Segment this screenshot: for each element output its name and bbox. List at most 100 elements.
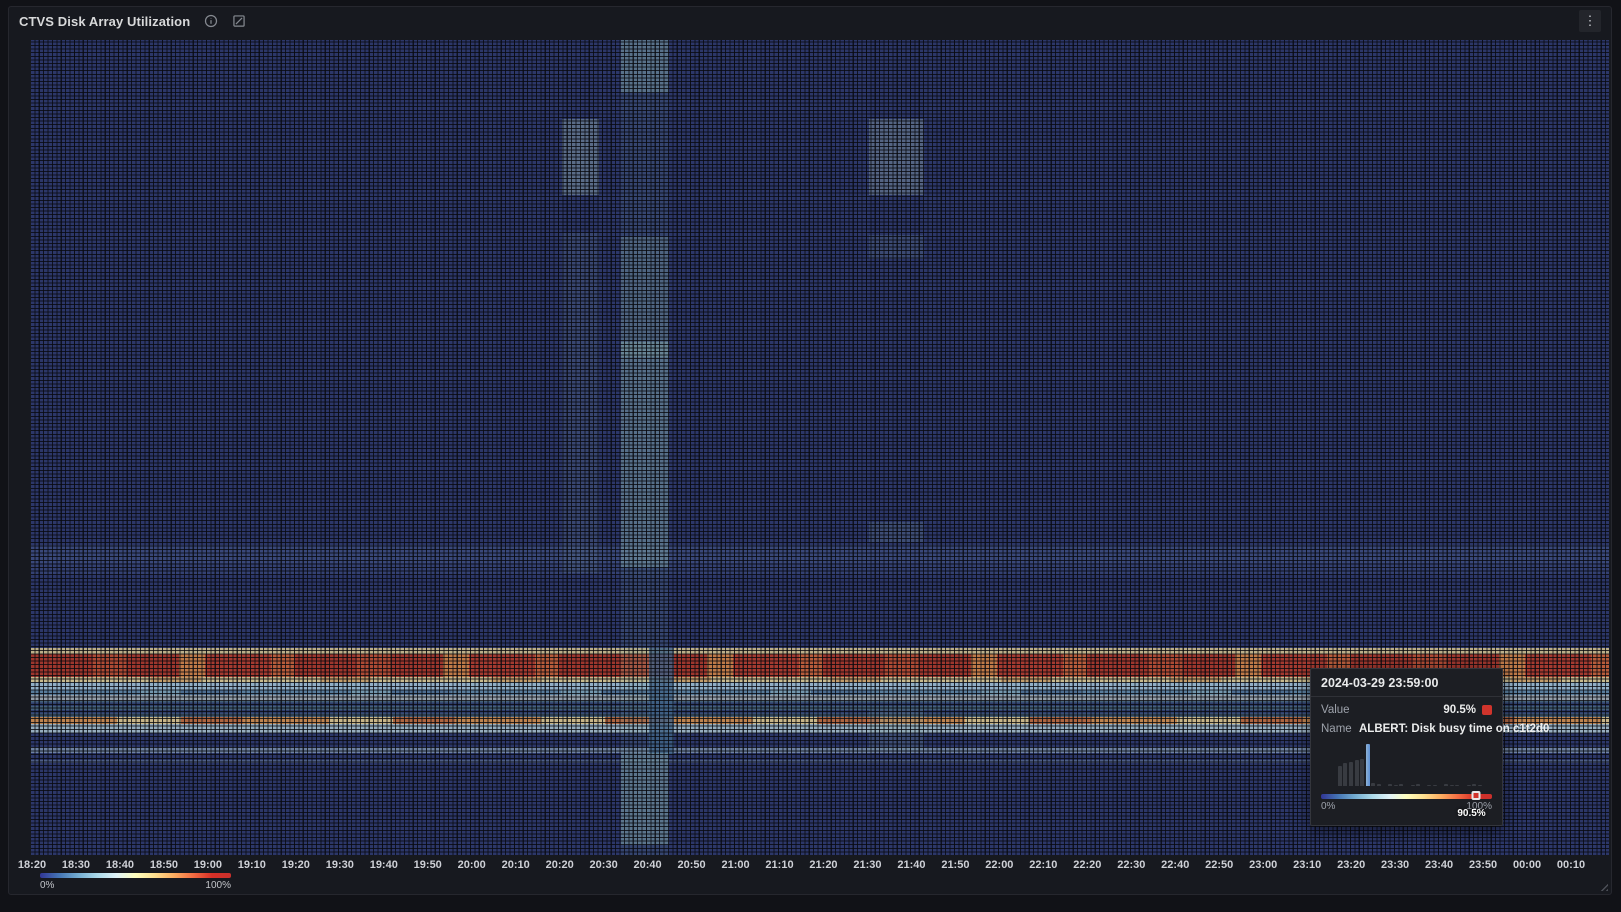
tooltip-name-row: Name ALBERT: Disk busy time on c1t2d0	[1321, 723, 1549, 735]
heatmap-row-band	[31, 654, 1609, 677]
heatmap-plot[interactable]	[31, 40, 1609, 855]
x-axis-label: 23:30	[1381, 859, 1410, 871]
heatmap-row-band	[31, 544, 1609, 563]
x-axis-label: 22:10	[1029, 859, 1058, 871]
tooltip-histogram	[1321, 742, 1492, 786]
series-color-swatch	[1482, 705, 1492, 715]
tooltip-scale-current: 90.5%	[1457, 808, 1486, 819]
x-axis-label: 21:40	[897, 859, 926, 871]
histogram-bar	[1399, 784, 1404, 786]
x-axis-label: 22:40	[1161, 859, 1190, 871]
x-axis-label: 20:20	[545, 859, 574, 871]
x-axis-label: 18:50	[149, 859, 178, 871]
heatmap-row-band	[31, 759, 1609, 763]
x-axis-label: 22:50	[1205, 859, 1234, 871]
heatmap-column-band	[869, 119, 924, 195]
tooltip-value-label: Value	[1321, 704, 1350, 716]
heatmap-column-band	[621, 753, 669, 846]
histogram-bar	[1416, 784, 1421, 786]
x-axis-label: 19:10	[237, 859, 266, 871]
x-axis-label: 21:20	[809, 859, 838, 871]
x-axis-label: 23:10	[1293, 859, 1322, 871]
heatmap-bands	[31, 40, 1609, 855]
x-axis-label: 20:10	[501, 859, 530, 871]
heatmap-column-band	[561, 119, 599, 195]
panel-menu-button[interactable]: ⋮	[1579, 10, 1601, 32]
histogram-bar	[1393, 785, 1398, 786]
x-axis-label: 19:40	[369, 859, 398, 871]
x-axis-label: 19:20	[281, 859, 310, 871]
x-axis-label: 23:50	[1468, 859, 1498, 871]
heatmap-column-band	[869, 521, 924, 543]
x-axis-label: 20:00	[457, 859, 486, 871]
heatmap-row-band	[31, 689, 1609, 695]
tooltip-value-row: Value 90.5%	[1321, 704, 1492, 716]
histogram-bar	[1410, 785, 1415, 786]
heatmap-row-band	[31, 724, 1609, 733]
heatmap-row-band	[31, 647, 1609, 654]
x-axis-label: 21:00	[721, 859, 750, 871]
x-axis: 18:20 18:30 18:40 18:50 19:00 19:10 19:20 19:30…	[18, 859, 1609, 873]
x-axis-label: 22:20	[1073, 859, 1102, 871]
histogram-bar	[1349, 762, 1353, 786]
heatmap-row-band	[31, 562, 1609, 575]
tooltip-timestamp: 2024-03-29 23:59:00	[1311, 669, 1502, 697]
histogram-bar	[1472, 784, 1477, 786]
x-axis-label: 19:50	[413, 859, 442, 871]
heatmap-row-band	[31, 677, 1609, 682]
heatmap-column-band	[869, 234, 924, 260]
panel-title: CTVS Disk Array Utilization	[19, 13, 191, 29]
hover-tooltip: 2024-03-29 23:59:00 Value 90.5% Name ALB…	[1310, 668, 1549, 826]
heatmap-row-band	[31, 747, 1609, 753]
edit-icon[interactable]	[232, 14, 246, 28]
x-axis-label: 22:30	[1117, 859, 1146, 871]
heatmap-column-band	[648, 647, 674, 754]
histogram-bar	[1455, 785, 1460, 786]
histogram-bar	[1466, 785, 1471, 786]
histogram-highlight-bar	[1365, 744, 1370, 786]
grafana-panel: CTVS Disk Array Utilization ⋮ 18:20 18:30…	[8, 6, 1612, 895]
histogram-bar	[1477, 785, 1482, 786]
x-axis-label: 21:30	[853, 859, 882, 871]
x-axis-label: 21:10	[765, 859, 794, 871]
x-axis-label: 19:30	[325, 859, 354, 871]
x-axis-label: 23:40	[1425, 859, 1454, 871]
panel-resize-handle[interactable]	[1598, 881, 1608, 891]
x-axis-label: 18:30	[61, 859, 91, 871]
histogram-bar	[1388, 784, 1393, 786]
heatmap-column-band	[621, 342, 669, 568]
histogram-bar	[1360, 759, 1365, 786]
histogram-bar	[1449, 785, 1454, 786]
tooltip-scale-max: 100%	[1466, 801, 1492, 812]
x-axis-label: 18:40	[105, 859, 135, 871]
heatmap-column-band	[621, 237, 669, 358]
heatmap-row-band	[31, 695, 1609, 701]
histogram-bar	[1427, 785, 1432, 786]
legend-gradient-bar	[40, 873, 231, 878]
x-axis-label: 20:50	[677, 859, 706, 871]
heatmap-row-band	[31, 681, 1609, 690]
histogram-bar	[1354, 760, 1359, 786]
x-axis-label: 23:20	[1337, 859, 1366, 871]
x-axis-label: 23:00	[1249, 859, 1278, 871]
legend-min-label: 0%	[40, 880, 55, 891]
histogram-bar	[1337, 766, 1342, 786]
x-axis-label: 19:00	[193, 859, 222, 871]
histogram-bar	[1343, 763, 1348, 786]
x-axis-label: 18:20	[17, 859, 47, 871]
tooltip-scale-bar	[1321, 791, 1492, 800]
heatmap-row-band	[31, 717, 1609, 725]
tooltip-scale-marker	[1471, 791, 1481, 800]
heatmap-column-band	[621, 40, 669, 93]
tooltip-value: 90.5%	[1443, 704, 1476, 716]
histogram-bar	[1433, 785, 1437, 786]
legend-max-label: 100%	[205, 880, 231, 891]
tooltip-scale-min: 0%	[1321, 801, 1336, 812]
heatmap-row-band	[31, 700, 1609, 717]
histogram-bar	[1377, 784, 1381, 786]
panel-header: CTVS Disk Array Utilization ⋮	[9, 7, 1611, 35]
histogram-bar	[1371, 783, 1376, 786]
x-axis-label: 21:50	[941, 859, 970, 871]
x-axis-label: 22:00	[985, 859, 1014, 871]
info-icon[interactable]	[204, 14, 218, 28]
